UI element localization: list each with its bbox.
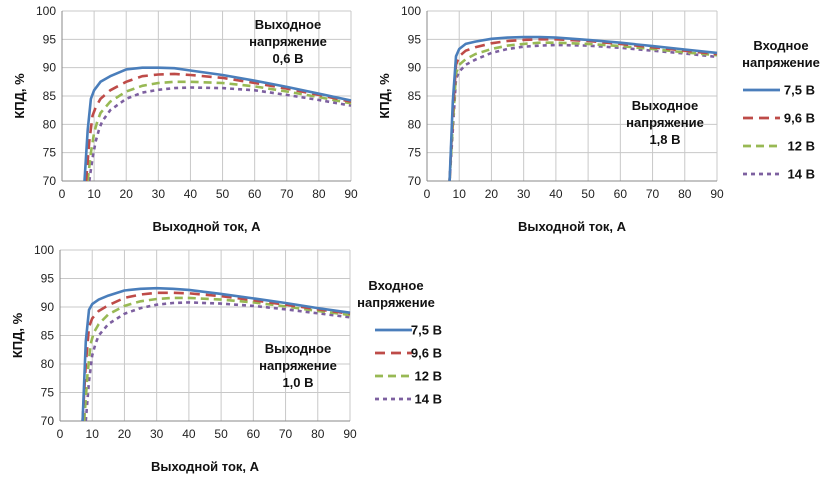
y-axis-label: КПД, %	[377, 73, 392, 119]
series-line-3	[448, 41, 718, 182]
x-tick-label: 20	[485, 187, 499, 201]
x-tick-label: 70	[280, 187, 294, 201]
y-tick-label: 100	[401, 4, 421, 18]
series-line-1	[81, 286, 351, 422]
x-axis-label: Выходной ток, А	[152, 219, 261, 234]
y-tick-label: 70	[408, 174, 422, 188]
series-line-2	[84, 72, 352, 182]
series-line-4	[448, 43, 718, 182]
x-tick-label: 40	[182, 427, 196, 441]
legend-bottom: Входное напряжение 7,5 В 9,6 В 12 В 14 В	[357, 278, 442, 407]
x-tick-label: 80	[312, 187, 326, 201]
x-tick-label: 80	[678, 187, 692, 201]
output-voltage-annotation: напряжение	[249, 34, 327, 49]
series-line-2	[81, 291, 351, 422]
x-tick-label: 30	[152, 187, 166, 201]
x-tick-label: 60	[247, 427, 261, 441]
y-tick-label: 85	[41, 329, 55, 343]
y-tick-label: 75	[43, 146, 57, 160]
x-tick-label: 40	[184, 187, 198, 201]
output-voltage-annotation: напряжение	[259, 358, 337, 373]
x-tick-label: 50	[214, 427, 228, 441]
x-tick-label: 10	[86, 427, 100, 441]
y-tick-label: 70	[41, 414, 55, 428]
x-tick-label: 20	[118, 427, 132, 441]
output-voltage-annotation: Выходное	[255, 17, 321, 32]
y-tick-label: 80	[43, 117, 57, 131]
x-tick-label: 0	[57, 427, 64, 441]
legend-top: Входное напряжение 7,5 В 9,6 В 12 В 14 В	[742, 38, 820, 182]
x-tick-label: 0	[59, 187, 66, 201]
x-tick-label: 40	[549, 187, 563, 201]
output-voltage-annotation: 1,0 В	[282, 375, 313, 390]
x-axis-label: Выходной ток, А	[518, 219, 627, 234]
x-tick-label: 70	[279, 427, 293, 441]
legend-title: Входное	[368, 278, 423, 293]
x-tick-label: 60	[248, 187, 262, 201]
x-tick-label: 10	[87, 187, 101, 201]
x-tick-label: 50	[581, 187, 595, 201]
x-tick-label: 0	[424, 187, 431, 201]
y-tick-label: 90	[41, 300, 55, 314]
y-tick-label: 90	[408, 61, 422, 75]
output-voltage-annotation: Выходное	[632, 98, 698, 113]
y-tick-label: 90	[43, 61, 57, 75]
y-tick-label: 95	[43, 32, 57, 46]
legend-label: 7,5 В	[411, 323, 442, 338]
output-voltage-annotation: 1,8 В	[649, 132, 680, 147]
output-voltage-annotation: напряжение	[626, 115, 704, 130]
y-tick-label: 85	[408, 89, 422, 103]
x-tick-label: 70	[646, 187, 660, 201]
legend-label: 12 В	[415, 369, 442, 384]
output-voltage-annotation: Выходное	[265, 341, 331, 356]
x-tick-label: 50	[216, 187, 230, 201]
y-tick-label: 100	[36, 4, 56, 18]
y-tick-label: 70	[43, 174, 57, 188]
y-tick-label: 75	[408, 146, 422, 160]
x-tick-label: 90	[344, 187, 358, 201]
series-line-4	[88, 86, 352, 182]
chart-vout-0-6: 70 75 80 85 90 95 100 0 10 20 30 40 50 60 70 80 90 Выходн…	[12, 4, 358, 234]
legend-label: 7,5 В	[784, 83, 815, 98]
x-tick-label: 90	[343, 427, 357, 441]
series-line-4	[84, 301, 351, 422]
y-tick-label: 80	[41, 357, 55, 371]
legend-title: Входное	[753, 38, 808, 53]
chart-vout-1-0: 70 75 80 85 90 95 100 0 10 20 30 40 50 60 70 80 90 Выходн…	[10, 243, 357, 474]
x-tick-label: 30	[150, 427, 164, 441]
legend-title: напряжение	[742, 55, 820, 70]
chart-vout-1-8: 70 75 80 85 90 95 100 0 10 20 30 40 50 60 70 80 90 Выходн…	[377, 4, 724, 234]
x-tick-label: 60	[614, 187, 628, 201]
x-tick-label: 20	[120, 187, 134, 201]
series-line-1	[83, 66, 352, 182]
y-tick-label: 95	[41, 272, 55, 286]
x-tick-label: 80	[311, 427, 325, 441]
series-line-1	[448, 35, 718, 182]
x-tick-label: 30	[517, 187, 531, 201]
legend-title: напряжение	[357, 295, 435, 310]
y-tick-label: 100	[34, 243, 54, 257]
x-tick-label: 90	[710, 187, 724, 201]
legend-label: 9,6 В	[411, 346, 442, 361]
x-tick-label: 10	[453, 187, 467, 201]
y-tick-label: 75	[41, 386, 55, 400]
series-line-3	[86, 80, 352, 182]
legend-label: 9,6 В	[784, 111, 815, 126]
x-axis-label: Выходной ток, А	[151, 459, 260, 474]
legend-label: 12 В	[788, 139, 815, 154]
y-tick-label: 85	[43, 89, 57, 103]
legend-label: 14 В	[415, 392, 442, 407]
output-voltage-annotation: 0,6 В	[272, 51, 303, 66]
legend-label: 14 В	[788, 167, 815, 182]
series-line-3	[82, 296, 351, 422]
y-axis-label: КПД, %	[10, 312, 25, 358]
y-axis-label: КПД, %	[12, 73, 27, 119]
y-tick-label: 80	[408, 117, 422, 131]
y-tick-label: 95	[408, 32, 422, 46]
